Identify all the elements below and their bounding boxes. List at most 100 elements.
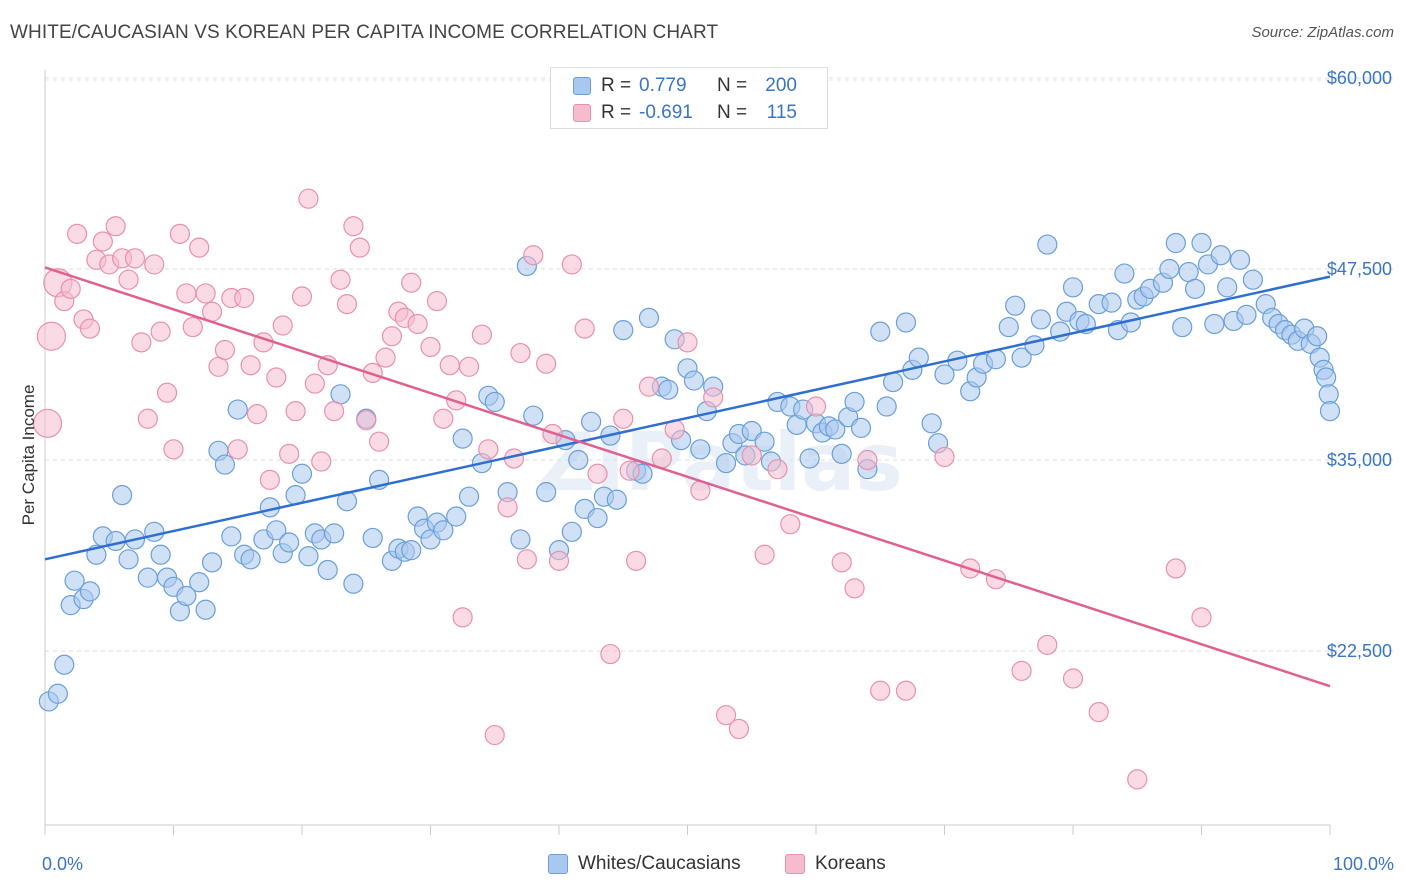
blue-point-76 bbox=[606, 489, 627, 510]
blue-point-28 bbox=[240, 549, 261, 570]
pink-point-97 bbox=[831, 552, 852, 573]
blue-point-33 bbox=[279, 532, 300, 553]
blue-point-117 bbox=[921, 413, 942, 434]
pink-point-79 bbox=[587, 463, 608, 484]
blue-point-43 bbox=[343, 573, 364, 594]
blue-point-95 bbox=[754, 431, 775, 452]
pink-point-13 bbox=[118, 269, 139, 290]
pink-point-24 bbox=[189, 237, 210, 258]
pink-point-23 bbox=[182, 316, 203, 338]
pink-point-22 bbox=[176, 283, 197, 304]
pink-point-33 bbox=[246, 404, 268, 425]
legend-n-label: N = bbox=[717, 102, 748, 123]
pink-point-65 bbox=[458, 356, 480, 377]
legend-swatch-pink bbox=[573, 104, 591, 122]
blue-point-106 bbox=[831, 443, 852, 464]
pink-point-21 bbox=[169, 223, 191, 244]
pink-point-90 bbox=[715, 705, 737, 726]
blue-point-61 bbox=[484, 391, 505, 413]
blue-point-13 bbox=[137, 567, 158, 588]
legend-r-value: 0.779 bbox=[639, 75, 687, 96]
pink-point-99 bbox=[857, 449, 878, 471]
blue-point-172 bbox=[1319, 401, 1341, 422]
pink-point-78 bbox=[574, 318, 595, 339]
blue-point-116 bbox=[908, 347, 929, 368]
y-tick-label-2: $47,500 bbox=[1327, 259, 1392, 279]
blue-point-25 bbox=[221, 526, 242, 547]
pink-point-28 bbox=[214, 339, 235, 361]
blue-point-63 bbox=[510, 529, 531, 550]
chart-source: Source: ZipAtlas.com bbox=[1251, 24, 1394, 41]
pink-point-106 bbox=[1037, 634, 1058, 655]
legend-r-label: R = bbox=[601, 102, 632, 123]
pink-point-32 bbox=[240, 355, 261, 376]
series-koreans-points bbox=[32, 188, 1212, 790]
blue-point-154 bbox=[1217, 277, 1238, 298]
y-tick-label-0: $22,500 bbox=[1327, 641, 1392, 661]
pink-point-80 bbox=[600, 643, 621, 665]
pink-point-58 bbox=[407, 313, 428, 335]
pink-point-46 bbox=[330, 269, 351, 290]
pink-point-48 bbox=[343, 216, 364, 237]
blue-point-119 bbox=[934, 364, 955, 385]
pink-point-74 bbox=[536, 353, 557, 374]
blue-point-128 bbox=[1024, 335, 1045, 356]
pink-point-89 bbox=[703, 387, 724, 408]
trend-line-koreans bbox=[44, 266, 1331, 688]
pink-point-4 bbox=[60, 278, 81, 299]
blue-point-2 bbox=[54, 654, 75, 675]
trend-line-whites bbox=[44, 275, 1331, 561]
pink-point-35 bbox=[259, 469, 280, 490]
blue-point-105 bbox=[825, 419, 846, 440]
pink-point-16 bbox=[137, 408, 158, 429]
y-tick-label-3: $60,000 bbox=[1327, 68, 1392, 88]
pink-point-82 bbox=[619, 460, 640, 481]
y-tick-label-1: $35,000 bbox=[1327, 450, 1392, 470]
pink-point-9 bbox=[92, 231, 113, 252]
pink-point-57 bbox=[401, 272, 422, 293]
blue-point-55 bbox=[433, 520, 454, 541]
x-tick-label-start: 0.0% bbox=[42, 854, 83, 874]
pink-point-61 bbox=[433, 408, 454, 429]
pink-point-31 bbox=[234, 287, 255, 309]
blue-point-153 bbox=[1210, 245, 1231, 266]
pink-point-50 bbox=[356, 410, 377, 431]
blue-point-139 bbox=[1114, 263, 1135, 284]
pink-point-69 bbox=[497, 497, 518, 518]
blue-point-36 bbox=[298, 546, 319, 567]
pink-point-20 bbox=[163, 439, 184, 460]
blue-point-170 bbox=[1316, 367, 1337, 388]
blue-point-70 bbox=[568, 449, 589, 471]
blue-point-101 bbox=[799, 448, 820, 469]
blue-point-129 bbox=[1030, 309, 1051, 330]
pink-point-100 bbox=[870, 680, 891, 701]
blue-point-109 bbox=[850, 417, 872, 439]
blue-point-19 bbox=[176, 585, 197, 607]
blue-point-66 bbox=[536, 481, 557, 503]
legend-box: R = 0.779 N = 200 R = -0.691 N = 115 bbox=[550, 67, 828, 129]
blue-point-57 bbox=[452, 428, 473, 449]
blue-point-145 bbox=[1159, 258, 1180, 280]
pink-point-107 bbox=[1062, 668, 1084, 689]
blue-point-133 bbox=[1062, 277, 1084, 298]
blue-point-130 bbox=[1037, 234, 1058, 255]
bottom-legend-label-koreans: Koreans bbox=[815, 853, 886, 874]
pink-point-37 bbox=[272, 315, 293, 336]
pink-point-59 bbox=[420, 336, 441, 358]
pink-point-102 bbox=[934, 446, 955, 468]
blue-point-147 bbox=[1172, 316, 1193, 338]
pink-point-72 bbox=[516, 549, 537, 570]
blue-point-108 bbox=[844, 391, 865, 413]
blue-point-111 bbox=[870, 321, 891, 342]
bottom-legend-swatch-pink bbox=[785, 854, 805, 874]
pink-point-38 bbox=[279, 443, 300, 464]
blue-point-21 bbox=[195, 599, 216, 620]
pink-point-40 bbox=[291, 286, 313, 307]
blue-point-20 bbox=[189, 572, 210, 593]
blue-point-157 bbox=[1236, 304, 1257, 325]
bottom-legend-koreans: Koreans bbox=[785, 853, 886, 875]
pink-point-105 bbox=[1011, 660, 1032, 681]
blue-point-137 bbox=[1101, 292, 1122, 313]
blue-point-40 bbox=[324, 523, 345, 544]
